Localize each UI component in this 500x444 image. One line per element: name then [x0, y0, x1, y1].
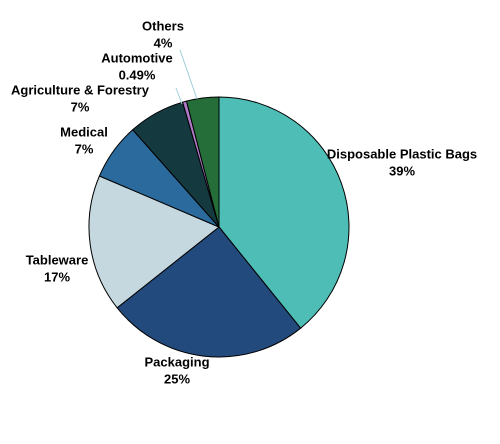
- pie-slice: [88, 175, 220, 309]
- pie-slice: [116, 226, 302, 358]
- leader-line: [175, 87, 183, 105]
- pie-slice: [185, 96, 220, 228]
- slice-label: Agriculture & Forestry: [11, 82, 150, 97]
- slice-label: Others: [142, 18, 184, 33]
- slice-value-label: 25%: [164, 371, 190, 386]
- slice-label: Tableware: [26, 252, 89, 267]
- pie-slice: [218, 96, 350, 329]
- slice-label: Disposable Plastic Bags: [327, 146, 477, 161]
- slice-value-label: 39%: [389, 163, 415, 178]
- leader-line: [179, 49, 198, 100]
- slice-label: Automotive: [101, 50, 173, 65]
- slice-value-label: 7%: [71, 99, 90, 114]
- slice-label: Medical: [60, 124, 108, 139]
- slice-value-label: 4%: [154, 35, 173, 50]
- slice-value-label: 17%: [44, 269, 70, 284]
- slice-label: Packaging: [144, 354, 209, 369]
- slice-value-label: 7%: [75, 141, 94, 156]
- slice-value-label: 0.49%: [119, 67, 156, 82]
